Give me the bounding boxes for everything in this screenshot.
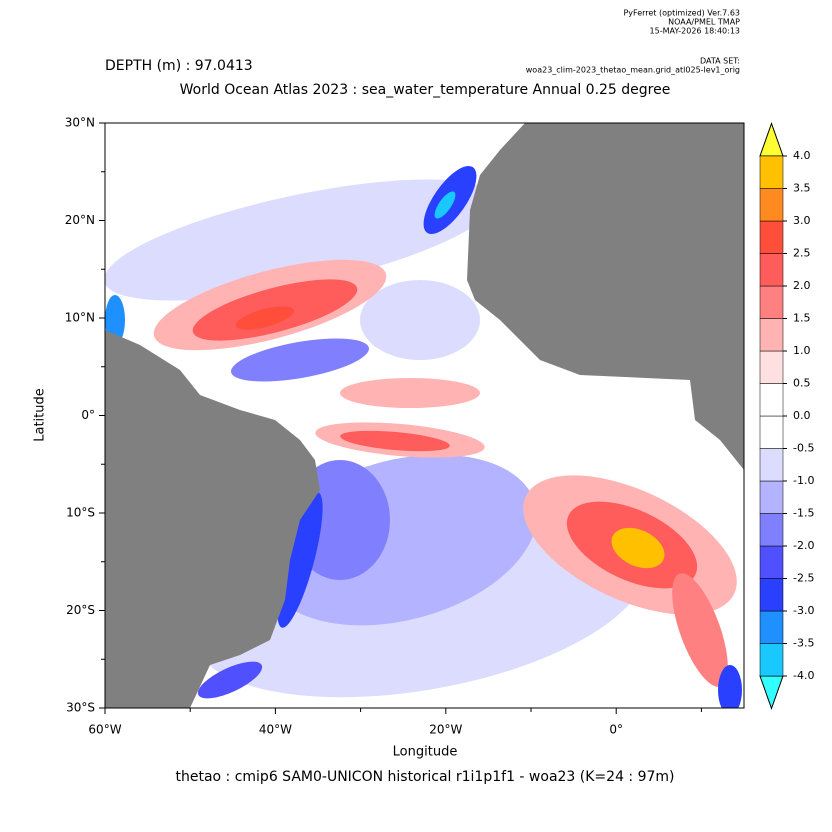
- colorbar-label: -1.0: [793, 474, 814, 487]
- colorbar-segment: [759, 545, 784, 579]
- colorbar-segment: [759, 188, 784, 222]
- colorbar-label: -4.0: [793, 669, 814, 682]
- chart-title: World Ocean Atlas 2023 : sea_water_tempe…: [180, 82, 671, 98]
- footer: thetao : cmip6 SAM0-UNICON historical r1…: [175, 769, 674, 785]
- header-line: PyFerret (optimized) Ver.7.63: [623, 9, 740, 18]
- colorbar: 4.0 3.5 3.0 2.5 2.0 1.5 1.0 0.5 0.0 -0.5 -1.0 -1.5 -…: [759, 122, 814, 710]
- axes: 60°W 40°W 20°W 0° 30°N 20°N 10°N 0° 10°S 20°S 30°S: [65, 116, 702, 737]
- dataset: woa23_clim-2023_thetao_mean.grid_atl025-…: [526, 66, 740, 75]
- y-tick-label: 30°S: [66, 701, 95, 715]
- colorbar-label: -0.5: [793, 442, 814, 455]
- colorbar-segment: [759, 383, 784, 417]
- colorbar-label: 0.5: [793, 377, 811, 390]
- colorbar-label: 4.0: [793, 149, 811, 162]
- field-patch: [718, 665, 742, 708]
- x-tick-label: 40°W: [259, 723, 292, 737]
- field-patch: [235, 306, 295, 330]
- colorbar-label: 0.0: [793, 409, 811, 422]
- field: [105, 123, 744, 708]
- colorbar-arrow: [759, 122, 784, 157]
- colorbar-segment: [759, 155, 784, 189]
- field-patch: [611, 527, 665, 569]
- field-patch: [277, 492, 323, 628]
- colorbar-segment: [759, 350, 784, 384]
- field-patch: [197, 661, 263, 699]
- colorbar-label: 1.5: [793, 312, 811, 325]
- colorbar-segment: [759, 480, 784, 514]
- x-tick-label: 0°: [609, 723, 623, 737]
- land: [105, 330, 320, 708]
- y-tick-label: 0°: [81, 408, 95, 422]
- colorbar-segment: [759, 448, 784, 482]
- colorbar-segment: [759, 610, 784, 644]
- y-tick-label: 10°S: [66, 506, 95, 520]
- land: [467, 123, 744, 470]
- y-tick-label: 20°N: [65, 213, 95, 227]
- x-tick-label: 20°W: [429, 723, 462, 737]
- colorbar-label: 3.5: [793, 182, 811, 195]
- colorbar-arrow: [759, 675, 784, 710]
- colorbar-segment: [759, 318, 784, 352]
- y-axis-label: Latitude: [33, 388, 48, 442]
- field-patch: [105, 179, 496, 301]
- field-patch: [434, 191, 456, 219]
- colorbar-segment: [759, 415, 784, 449]
- colorbar-label: -1.5: [793, 507, 814, 520]
- colorbar-label: 3.0: [793, 214, 811, 227]
- colorbar-label: 2.5: [793, 247, 811, 260]
- colorbar-segment: [759, 513, 784, 547]
- header: PyFerret (optimized) Ver.7.63 NOAA/PMEL …: [526, 9, 740, 75]
- dataset-label: DATA SET:: [700, 57, 740, 66]
- colorbar-segment: [759, 285, 784, 319]
- depth-label: DEPTH (m) : 97.0413: [105, 58, 253, 74]
- y-tick-label: 10°N: [65, 311, 95, 325]
- field-patch: [360, 280, 480, 360]
- colorbar-label: -3.5: [793, 637, 814, 650]
- colorbar-label: -3.0: [793, 604, 814, 617]
- colorbar-label: -2.0: [793, 539, 814, 552]
- field-patch: [340, 378, 480, 408]
- colorbar-label: 2.0: [793, 279, 811, 292]
- field-patch: [230, 338, 370, 382]
- header-line: 15-MAY-2026 18:40:13: [650, 27, 740, 36]
- colorbar-segment: [759, 253, 784, 287]
- colorbar-segment: [759, 220, 784, 254]
- colorbar-segment: [759, 643, 784, 677]
- field-patch: [672, 573, 728, 687]
- colorbar-label: -2.5: [793, 572, 814, 585]
- colorbar-segment: [759, 578, 784, 612]
- header-line: NOAA/PMEL TMAP: [668, 18, 740, 27]
- y-tick-label: 30°N: [65, 116, 95, 130]
- x-tick-label: 60°W: [88, 723, 121, 737]
- y-tick-label: 20°S: [66, 603, 95, 617]
- x-axis-label: Longitude: [393, 745, 458, 760]
- field-patch: [340, 430, 450, 452]
- colorbar-label: 1.0: [793, 344, 811, 357]
